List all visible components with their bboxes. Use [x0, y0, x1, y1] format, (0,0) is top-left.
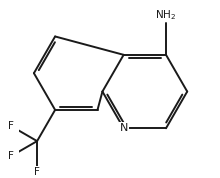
Text: F: F — [8, 151, 14, 161]
Text: NH$_2$: NH$_2$ — [156, 8, 177, 22]
Text: N: N — [119, 123, 128, 133]
Text: F: F — [8, 121, 14, 131]
Text: F: F — [34, 167, 40, 177]
